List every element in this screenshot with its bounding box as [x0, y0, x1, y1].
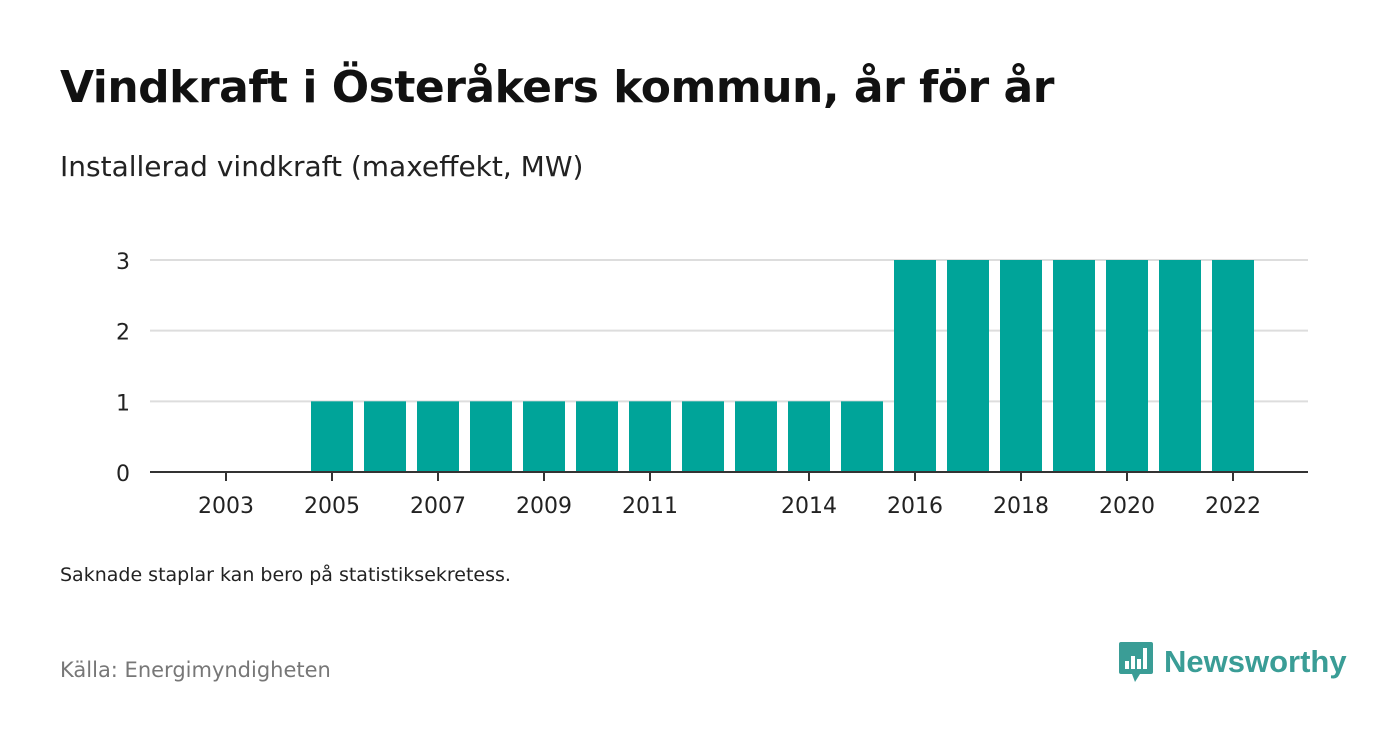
bar — [417, 401, 459, 472]
bar — [788, 401, 830, 472]
bar-chart: 0 1 2 3 2003 2005 2007 2009 2011 2014 2016 2018 2020… — [116, 250, 1308, 519]
bar — [1212, 260, 1254, 472]
y-tick-label: 0 — [116, 462, 130, 487]
bar — [523, 401, 565, 472]
chart-title: Vindkraft i Österåkers kommun, år för år — [60, 62, 1054, 113]
bar — [311, 401, 353, 472]
bar — [576, 401, 618, 472]
bar — [1106, 260, 1148, 472]
x-tick-label: 2022 — [1205, 494, 1261, 519]
bar — [682, 401, 724, 472]
bar — [470, 401, 512, 472]
x-tick-label: 2014 — [781, 494, 837, 519]
bar — [841, 401, 883, 472]
y-tick-label: 3 — [116, 250, 130, 275]
x-tick-label: 2020 — [1099, 494, 1155, 519]
footnote: Saknade staplar kan bero på statistiksek… — [60, 564, 511, 586]
x-tick-label: 2018 — [993, 494, 1049, 519]
x-tick-label: 2003 — [198, 494, 254, 519]
x-tick-label: 2007 — [410, 494, 466, 519]
source-credit: Källa: Energimyndigheten — [60, 658, 331, 682]
y-tick-label: 1 — [116, 391, 130, 416]
bar — [1159, 260, 1201, 472]
x-tick-label: 2009 — [516, 494, 572, 519]
bar — [894, 260, 936, 472]
x-tick-label: 2005 — [304, 494, 360, 519]
bar — [1053, 260, 1095, 472]
y-tick-label: 2 — [116, 321, 130, 346]
brand-name: Newsworthy — [1164, 644, 1347, 679]
x-tick-label: 2016 — [887, 494, 943, 519]
brand-logo: Newsworthy — [1118, 640, 1347, 684]
newsworthy-logo-icon — [1119, 642, 1153, 682]
chart-subtitle: Installerad vindkraft (maxeffekt, MW) — [60, 150, 584, 183]
bar — [629, 401, 671, 472]
bar — [1000, 260, 1042, 472]
bar — [735, 401, 777, 472]
bar — [947, 260, 989, 472]
x-tick-label: 2011 — [622, 494, 678, 519]
bar — [364, 401, 406, 472]
